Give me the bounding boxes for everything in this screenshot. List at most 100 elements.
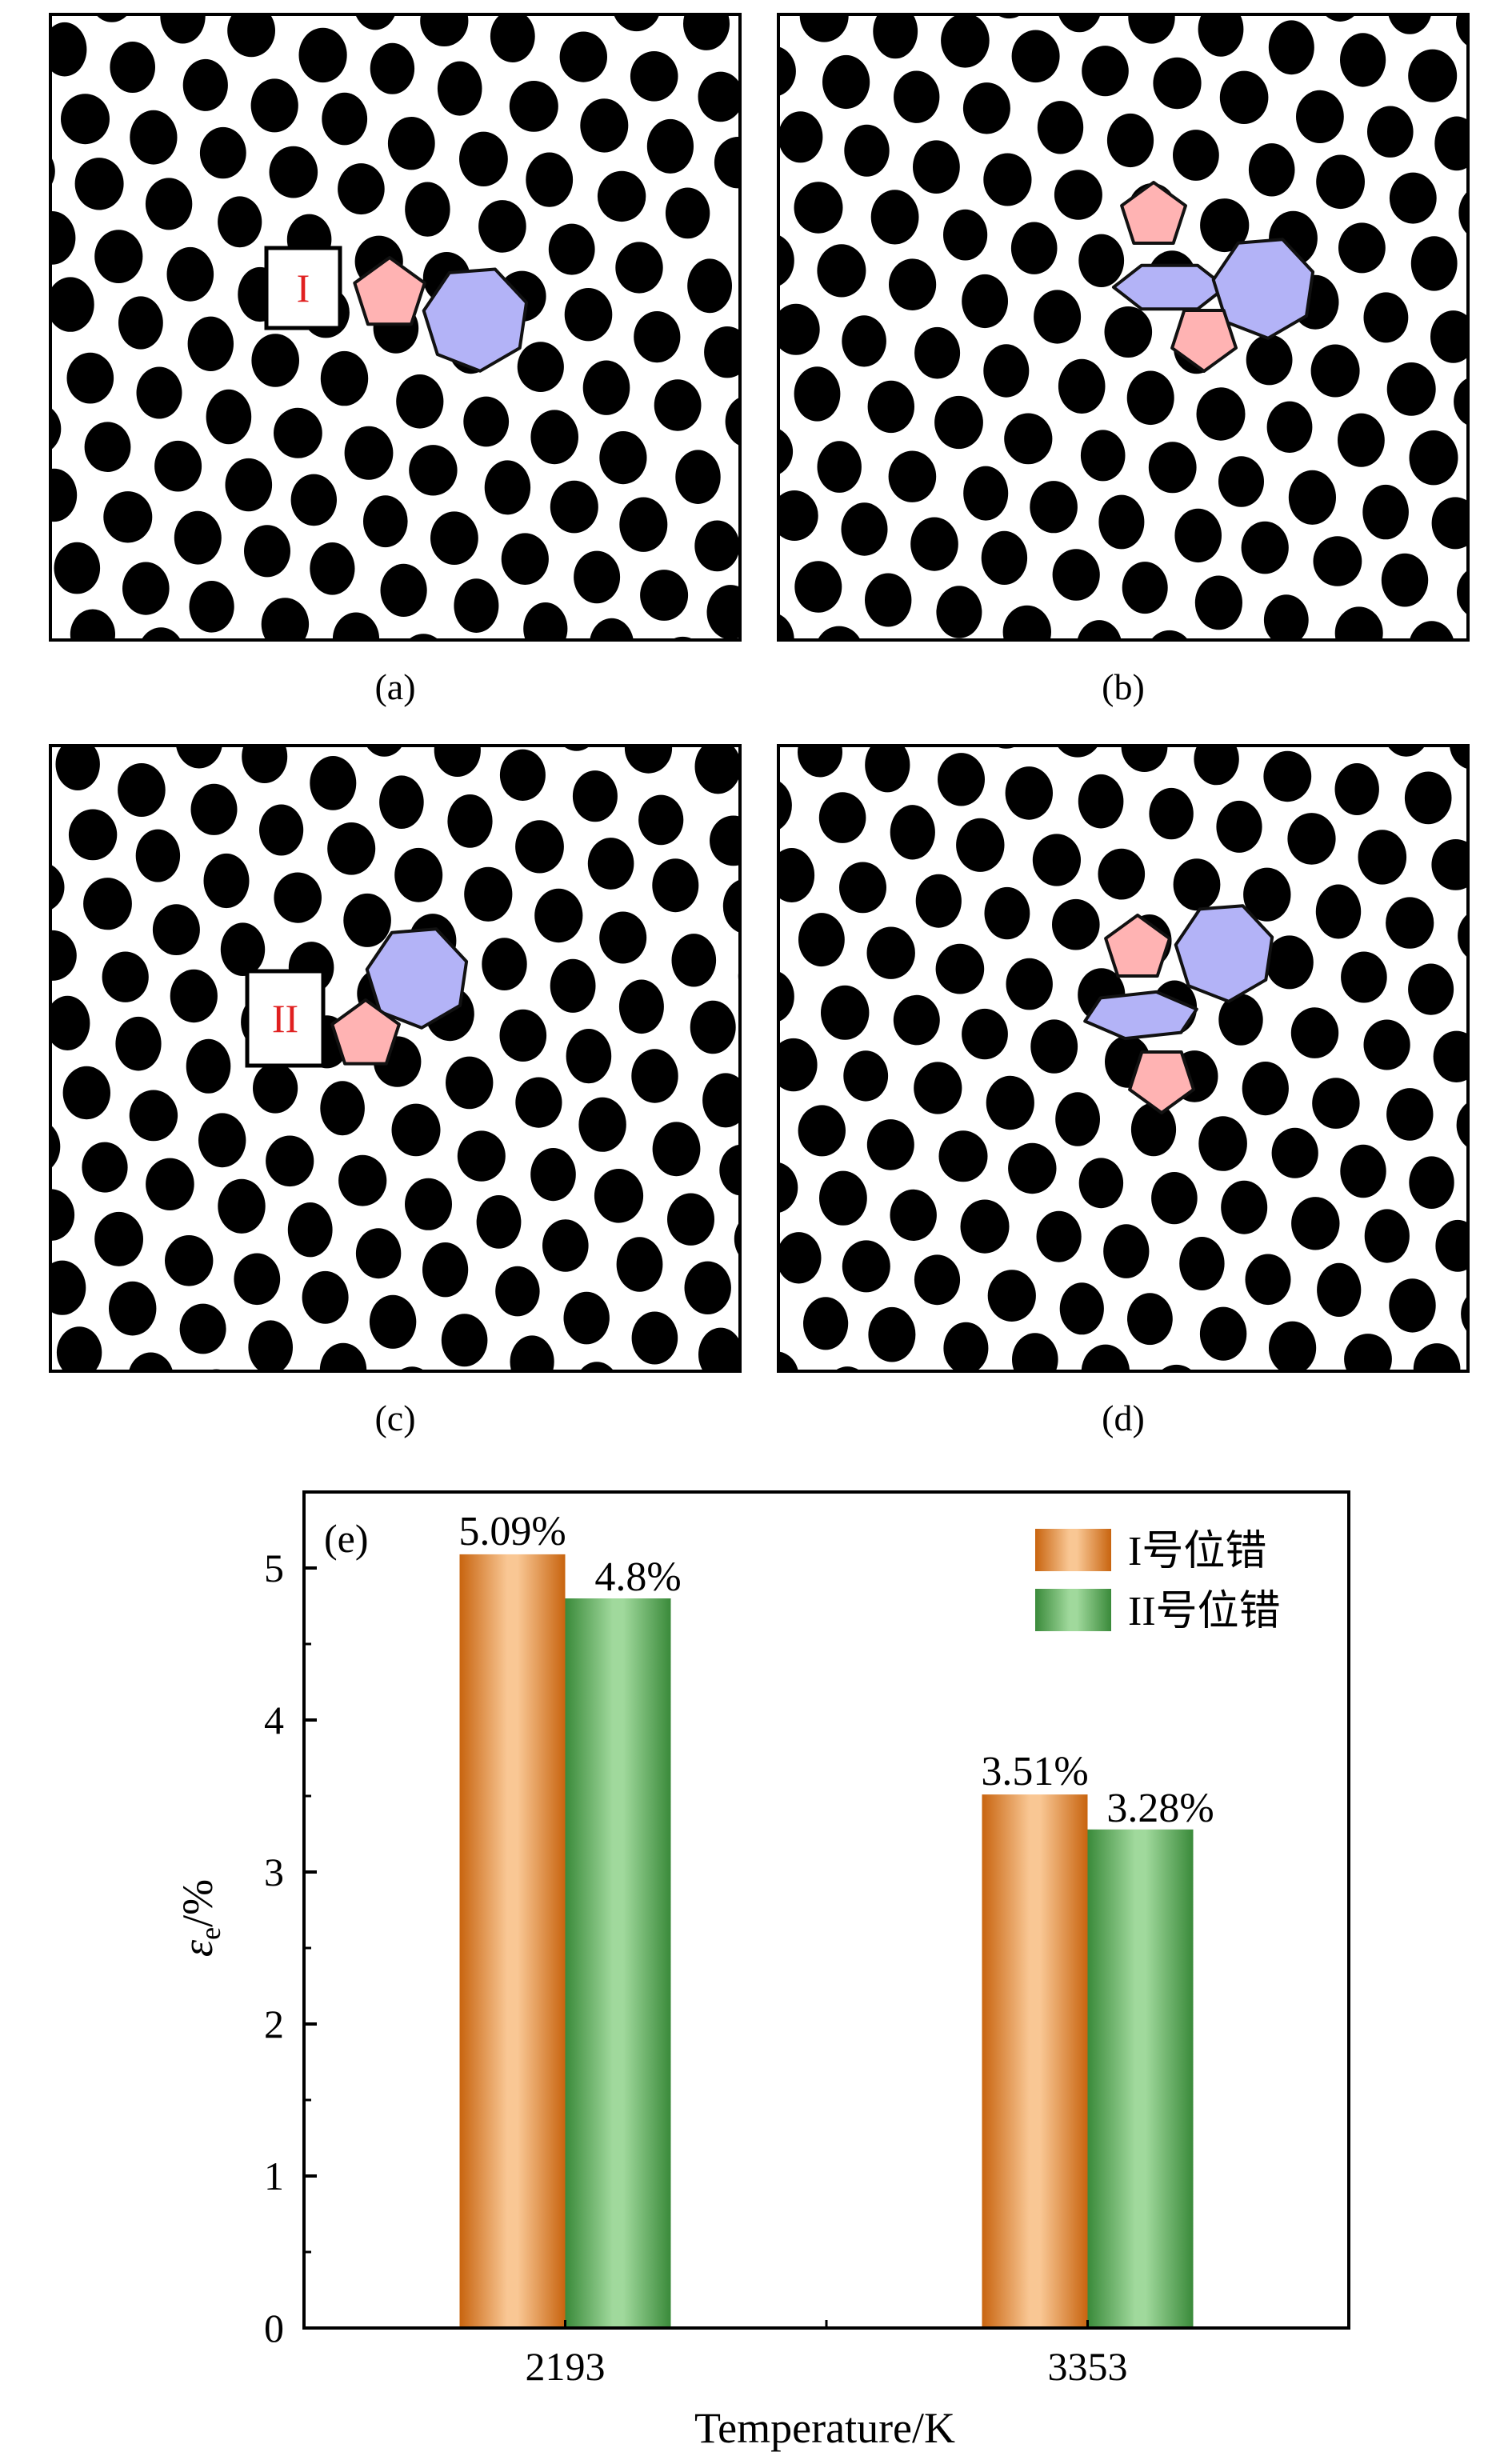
particle xyxy=(1121,747,1168,772)
particle xyxy=(387,117,435,170)
pentagon-defect xyxy=(330,998,401,1066)
particle xyxy=(457,1130,506,1182)
particle xyxy=(1245,1254,1291,1306)
particle xyxy=(634,311,681,363)
particle xyxy=(338,1154,387,1206)
particle xyxy=(873,16,918,59)
particle xyxy=(1241,521,1289,574)
particle xyxy=(478,200,526,253)
particle xyxy=(1341,951,1387,1003)
dislocation-marker-label: II xyxy=(272,996,298,1041)
particle xyxy=(652,858,699,913)
particle xyxy=(1052,898,1100,950)
particle xyxy=(842,315,886,367)
particle xyxy=(446,1056,494,1110)
particle xyxy=(938,1130,988,1182)
particle xyxy=(1055,1092,1100,1146)
particle xyxy=(1317,1262,1362,1317)
particle xyxy=(501,533,549,585)
y-tick-label: 1 xyxy=(264,2154,284,2198)
particle xyxy=(894,70,940,123)
pentagon-defect xyxy=(1170,309,1238,373)
particle xyxy=(956,818,1005,872)
particle xyxy=(251,334,299,387)
particle xyxy=(1011,30,1060,83)
pentagon-defect xyxy=(1128,1050,1195,1114)
particle xyxy=(1008,1142,1057,1194)
lattice-b xyxy=(780,16,1466,642)
particle xyxy=(1010,222,1058,274)
particle xyxy=(798,913,845,967)
particle xyxy=(962,1008,1008,1060)
particle xyxy=(484,460,531,515)
particle xyxy=(344,426,394,480)
particle xyxy=(1078,774,1124,829)
particle xyxy=(914,1254,961,1306)
particle xyxy=(234,1253,281,1306)
particle xyxy=(599,431,647,485)
particle xyxy=(1340,33,1386,87)
particle xyxy=(941,16,990,68)
particle xyxy=(534,888,583,943)
particle xyxy=(129,1090,178,1142)
panel-label-b: (b) xyxy=(1102,666,1145,707)
panel-label-d: (d) xyxy=(1102,1398,1145,1438)
dislocation-marker-box xyxy=(245,969,326,1068)
particle xyxy=(984,886,1030,940)
heptagon-defect xyxy=(365,927,469,1030)
particle xyxy=(1221,1180,1268,1234)
particle xyxy=(1173,858,1221,911)
particle xyxy=(1458,914,1466,957)
particle xyxy=(1266,401,1313,453)
particle xyxy=(1198,16,1244,57)
particle xyxy=(1271,1127,1318,1178)
particle xyxy=(616,1237,663,1292)
particle xyxy=(565,747,589,751)
particle xyxy=(690,1000,736,1054)
particle xyxy=(780,848,815,902)
particle xyxy=(1199,1306,1247,1361)
particle xyxy=(821,985,870,1040)
particle xyxy=(1461,1297,1466,1331)
particle xyxy=(1194,575,1242,630)
particle xyxy=(52,22,87,77)
particle xyxy=(97,16,127,22)
particle xyxy=(548,223,595,275)
bar-2-3353 xyxy=(1087,1829,1194,2328)
particle xyxy=(370,42,415,94)
particle xyxy=(54,542,101,594)
particle xyxy=(109,1281,157,1336)
particle xyxy=(441,1314,488,1367)
particle xyxy=(1179,1237,1225,1290)
particle xyxy=(738,950,742,1002)
particle xyxy=(1218,456,1264,507)
particle xyxy=(103,491,153,543)
particle xyxy=(253,1062,298,1114)
particle xyxy=(206,389,252,445)
particle xyxy=(987,1270,1036,1322)
particle xyxy=(302,1270,349,1324)
particle xyxy=(935,943,985,994)
particle xyxy=(166,246,214,302)
particle xyxy=(887,640,933,642)
particle xyxy=(52,1126,61,1168)
particle xyxy=(338,163,385,215)
particle xyxy=(1434,116,1466,171)
particle xyxy=(818,792,866,843)
particle xyxy=(52,1260,86,1315)
particle xyxy=(780,1232,822,1284)
particle xyxy=(52,158,55,184)
particle xyxy=(564,288,613,342)
particle xyxy=(422,1242,469,1298)
data-label: 5.09% xyxy=(458,1509,566,1554)
particle xyxy=(780,972,794,1022)
particle xyxy=(1386,897,1434,949)
particle xyxy=(244,525,290,578)
particle xyxy=(581,1362,613,1370)
particle xyxy=(818,626,860,638)
particle xyxy=(1058,16,1100,33)
dislocation-marker-box xyxy=(264,246,342,330)
particle xyxy=(1034,290,1082,344)
pentagon-defect xyxy=(1104,914,1171,978)
particle xyxy=(55,747,100,790)
